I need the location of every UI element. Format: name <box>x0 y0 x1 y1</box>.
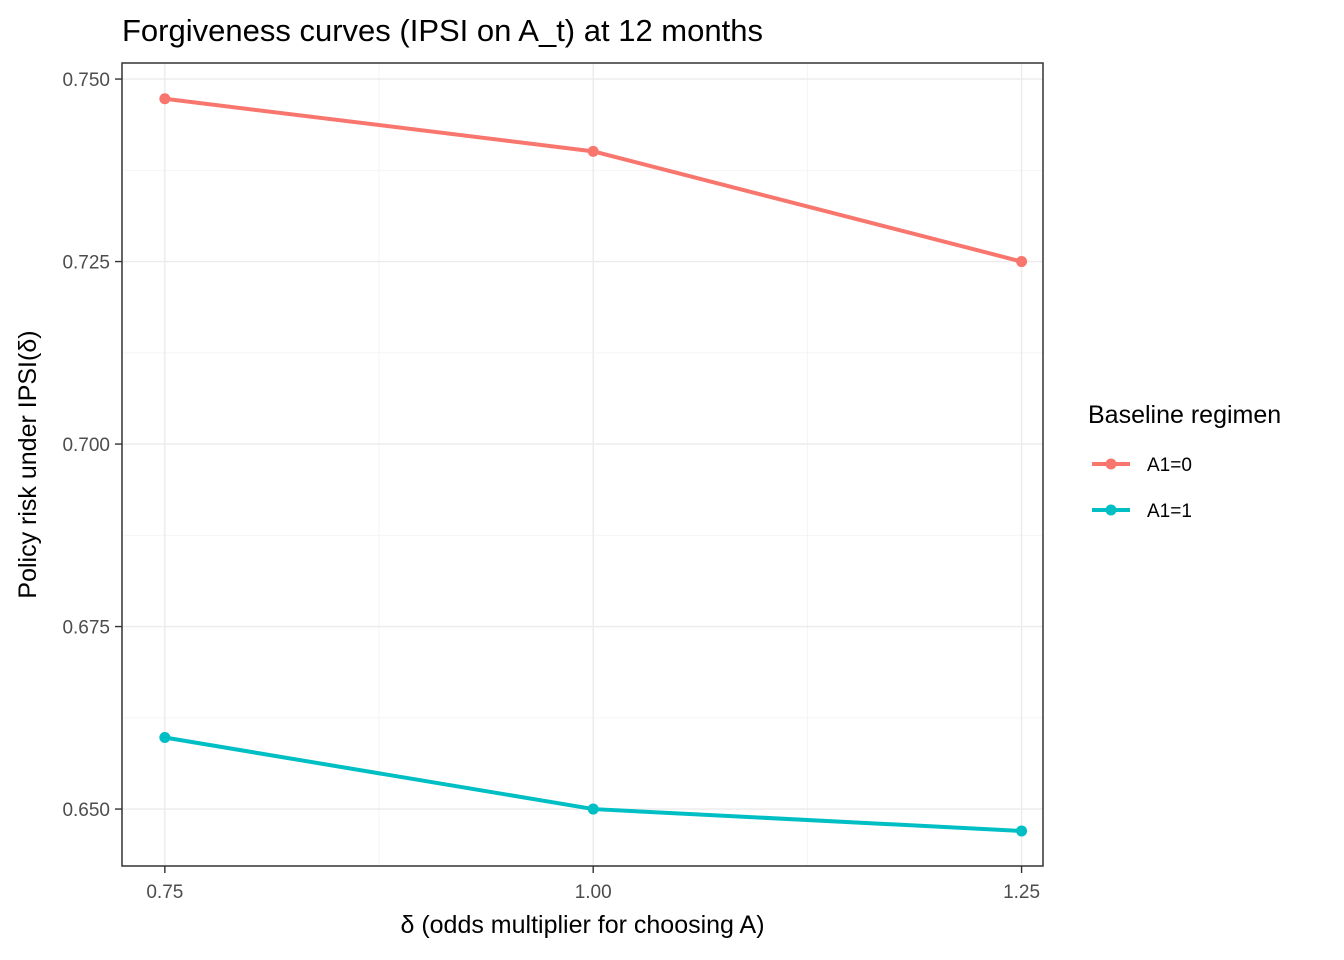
series-0-point-1 <box>587 145 599 157</box>
legend-label-1: A1=1 <box>1147 501 1192 522</box>
legend-title: Baseline regimen <box>1088 401 1281 429</box>
x-axis-title: δ (odds multiplier for choosing A) <box>400 911 764 939</box>
y-axis: 0.650 0.675 0.700 0.725 0.750 <box>62 70 122 821</box>
y-axis-title: Policy risk under IPSI(δ) <box>14 330 42 598</box>
legend-key-point-0 <box>1105 458 1117 470</box>
grid <box>122 63 1043 866</box>
x-axis: 0.75 1.00 1.25 <box>146 866 1040 903</box>
legend-label-0: A1=0 <box>1147 455 1192 476</box>
y-tick-label: 0.650 <box>62 800 110 821</box>
panel-border <box>121 62 1044 867</box>
y-tick-label: 0.675 <box>62 618 110 639</box>
series-1-point-2 <box>1016 825 1028 837</box>
y-tick-label: 0.700 <box>62 435 110 456</box>
legend-key-point-1 <box>1105 504 1117 516</box>
series-1-point-1 <box>587 803 599 815</box>
y-tick-label: 0.725 <box>62 253 110 274</box>
legend: Baseline regimen A1=0 A1=1 <box>1088 401 1281 522</box>
x-tick-label: 1.25 <box>1003 882 1040 903</box>
series-0-point-2 <box>1016 256 1028 268</box>
y-tick-label: 0.750 <box>62 70 110 91</box>
series-layer <box>159 93 1028 837</box>
chart-title: Forgiveness curves (IPSI on A_t) at 12 m… <box>122 13 763 48</box>
x-tick-label: 1.00 <box>575 882 612 903</box>
series-0-point-0 <box>159 93 171 105</box>
x-tick-label: 0.75 <box>146 882 183 903</box>
series-1-point-0 <box>159 732 171 744</box>
